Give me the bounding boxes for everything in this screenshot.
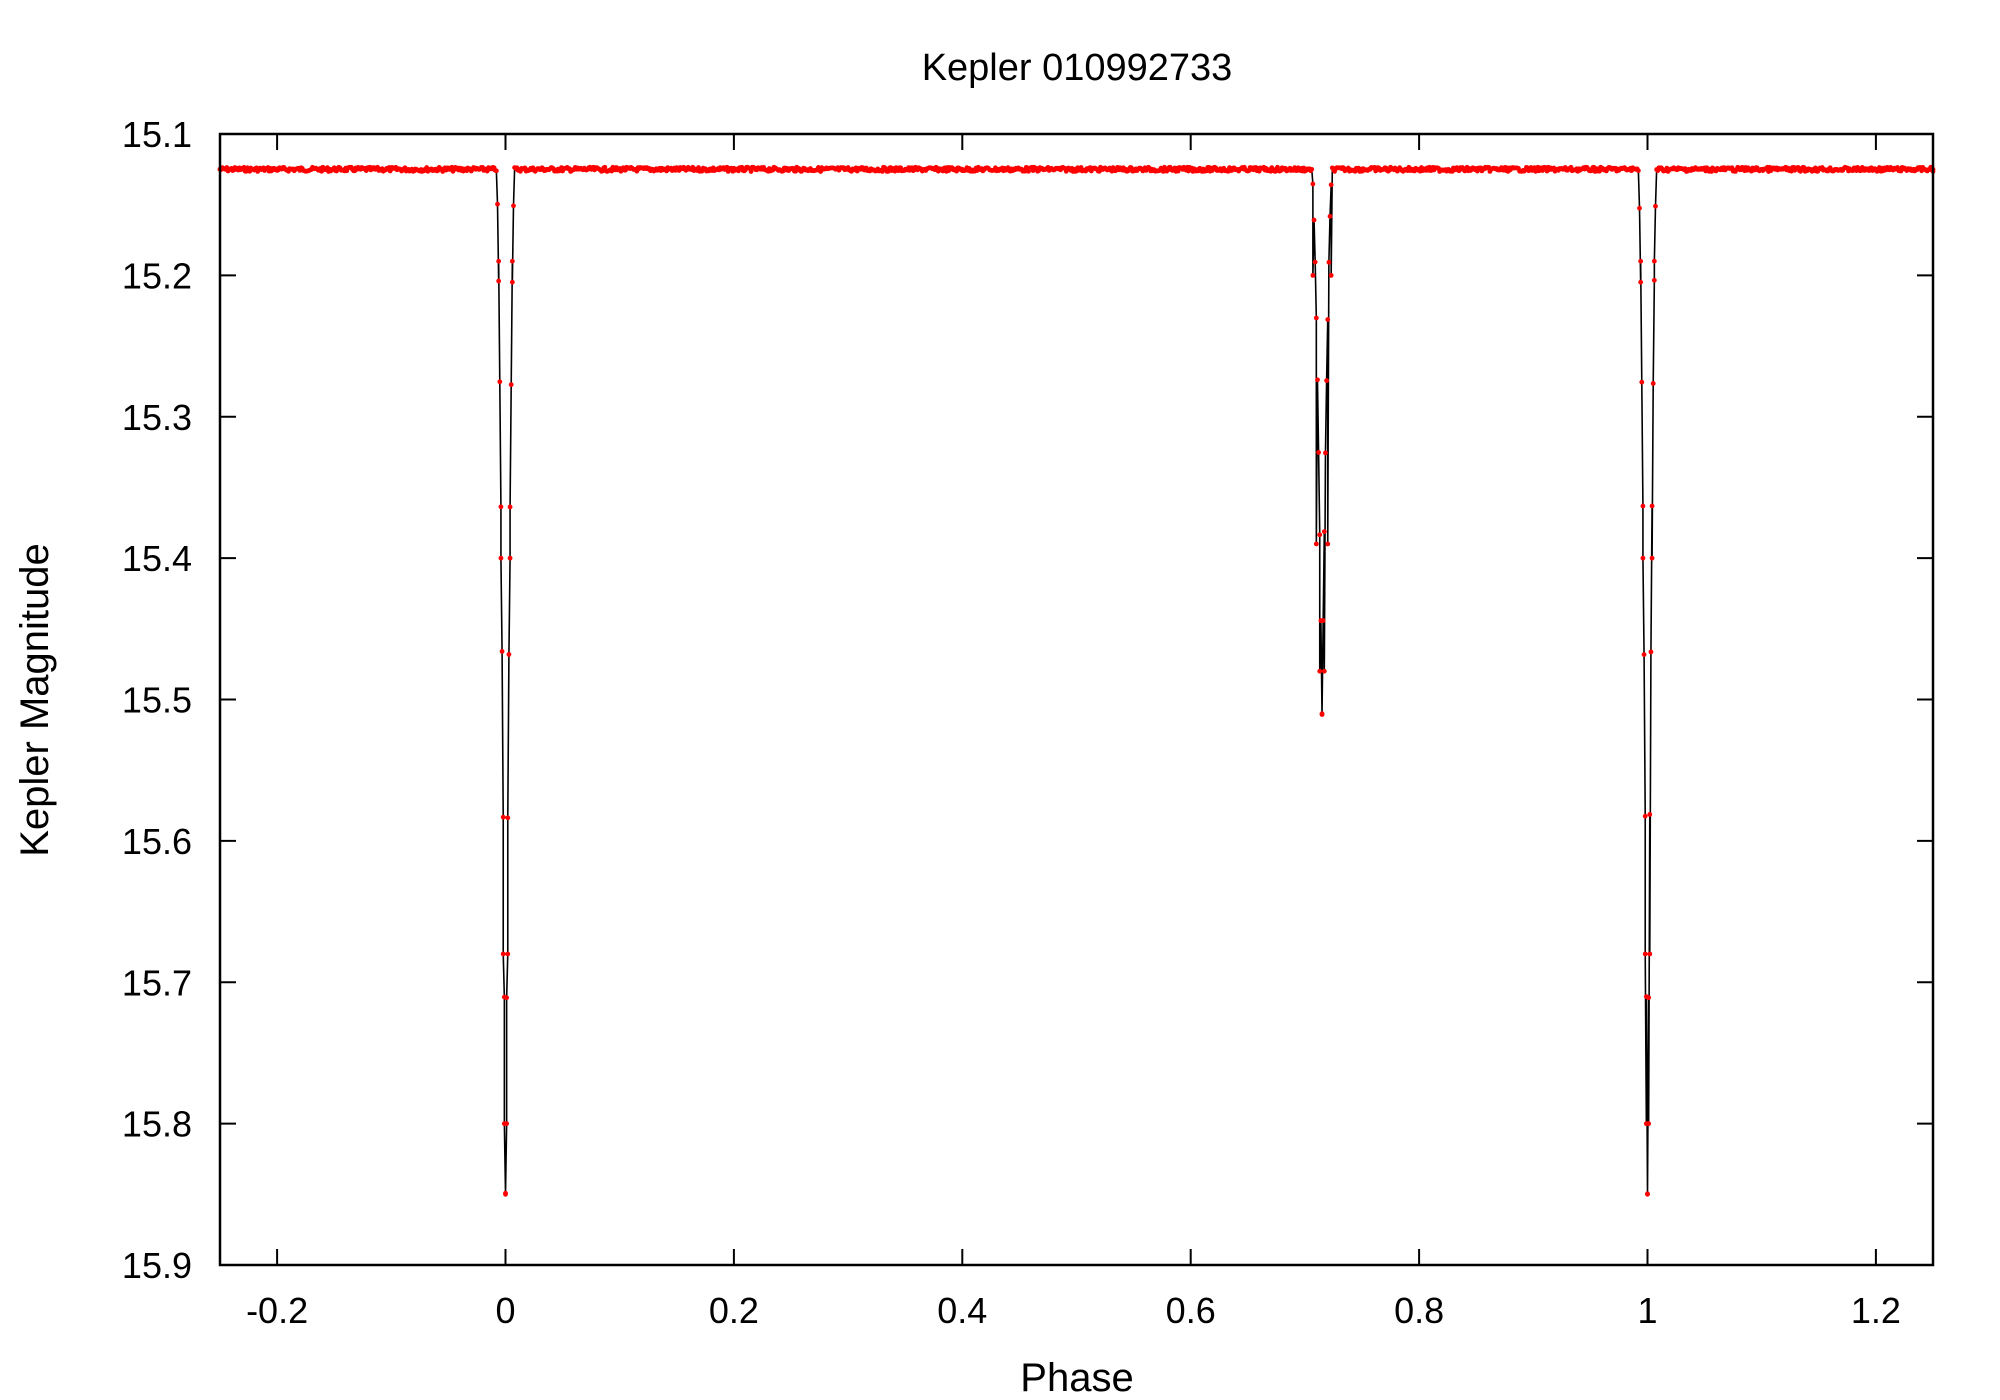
data-point: [1649, 503, 1655, 509]
data-point: [1642, 951, 1648, 957]
x-tick-label: -0.2: [246, 1290, 308, 1331]
data-point: [1653, 203, 1658, 209]
y-axis-label: Kepler Magnitude: [13, 543, 57, 857]
data-point: [506, 652, 512, 657]
data-point: [1638, 279, 1644, 285]
data-point: [503, 1191, 508, 1197]
data-point: [1315, 377, 1320, 383]
plot-frame: [218, 132, 1935, 1267]
data-point: [504, 995, 510, 1001]
data-point: [498, 555, 504, 561]
data-point: [1310, 272, 1316, 278]
data-point: [1648, 649, 1654, 655]
x-tick-label: 0.6: [1166, 1290, 1216, 1331]
x-tick-label: 0.8: [1394, 1290, 1444, 1331]
data-point: [1651, 277, 1657, 283]
data-point: [1310, 181, 1316, 187]
data-point: [1639, 379, 1645, 385]
data-point: [507, 504, 513, 510]
data-point: [509, 258, 515, 264]
data-point: [1327, 213, 1333, 219]
data-point: [1326, 259, 1332, 265]
data-point: [493, 168, 499, 174]
data-point: [1650, 381, 1656, 386]
data-point: [496, 258, 502, 264]
data-point: [1320, 618, 1326, 623]
data-point: [1313, 315, 1319, 321]
data-point: [1312, 259, 1318, 265]
data-point: [1651, 258, 1657, 264]
data-point: [498, 504, 504, 510]
data-point: [1309, 166, 1315, 172]
data-point: [1321, 668, 1327, 674]
data-point: [1321, 529, 1327, 534]
data-point: [505, 815, 511, 821]
data-point: [1640, 503, 1646, 509]
x-axis-label: Phase: [1020, 1356, 1133, 1400]
data-point: [748, 169, 754, 174]
data-point: [1641, 652, 1647, 657]
data-point: [500, 814, 506, 820]
x-tick-label: 0: [495, 1290, 515, 1331]
y-tick-label: 15.4: [122, 538, 192, 579]
data-point: [1640, 555, 1646, 561]
data-point: [511, 203, 516, 209]
y-tick-label: 15.7: [122, 962, 192, 1003]
data-point: [497, 379, 503, 385]
x-axis: -0.2 0 0.2 0.4 0.6 0.8 1 1.2: [246, 134, 1901, 1331]
data-point: [1645, 1191, 1650, 1197]
data-point: [1642, 813, 1648, 819]
data-point: [1646, 1121, 1652, 1127]
data-point: [1325, 317, 1331, 322]
y-tick-label: 15.1: [122, 114, 192, 155]
data-point: [1325, 541, 1331, 547]
plot-area: [217, 164, 1936, 1197]
data-point: [1649, 555, 1655, 561]
data-point: [241, 165, 247, 170]
x-tick-label: 1.2: [1851, 1290, 1901, 1331]
data-point: [504, 1121, 510, 1127]
y-tick-label: 15.3: [122, 397, 192, 438]
data-point: [1328, 272, 1334, 278]
data-point: [505, 951, 511, 957]
y-tick-label: 15.5: [122, 680, 192, 721]
data-point: [499, 649, 505, 654]
data-point: [496, 278, 502, 284]
data-point: [1638, 258, 1644, 264]
data-point: [509, 279, 515, 285]
data-point: [1311, 217, 1317, 223]
y-tick-label: 15.2: [122, 255, 192, 296]
data-point: [1647, 812, 1653, 817]
data-point: [1646, 995, 1652, 1001]
data-point: [1324, 378, 1329, 383]
data-point: [1317, 668, 1323, 674]
data-point: [1313, 541, 1319, 547]
data-point: [1647, 951, 1653, 957]
y-tick-label: 15.6: [122, 821, 192, 862]
x-tick-label: 0.2: [709, 1290, 759, 1331]
data-point: [1637, 205, 1642, 211]
y-axis: 15.1 15.2 15.3 15.4 15.5 15.6 15.7 15.8 15.9: [122, 114, 1933, 1286]
chart-title: Kepler 010992733: [922, 47, 1233, 89]
x-tick-label: 0.4: [937, 1290, 987, 1331]
data-point: [1319, 711, 1325, 717]
y-tick-label: 15.8: [122, 1104, 192, 1145]
y-tick-label: 15.9: [122, 1245, 192, 1286]
data-point: [1317, 532, 1323, 538]
x-tick-label: 1: [1637, 1290, 1657, 1331]
data-point: [495, 201, 500, 207]
data-point: [1328, 182, 1334, 188]
series-line: [219, 164, 1934, 1195]
data-point: [500, 951, 506, 957]
data-point: [1323, 450, 1328, 456]
data-point: [1635, 168, 1641, 174]
data-point: [1316, 450, 1321, 455]
data-point: [507, 555, 513, 561]
data-point: [508, 382, 514, 388]
